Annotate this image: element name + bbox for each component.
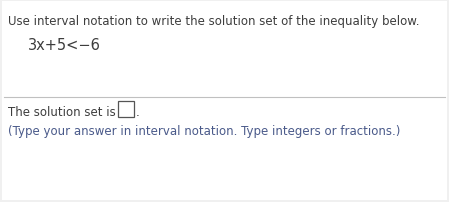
- Text: Use interval notation to write the solution set of the inequality below.: Use interval notation to write the solut…: [8, 15, 419, 28]
- FancyBboxPatch shape: [2, 2, 447, 200]
- Text: The solution set is: The solution set is: [8, 105, 116, 118]
- Text: 3x+5<−6: 3x+5<−6: [28, 38, 101, 53]
- Text: (Type your answer in interval notation. Type integers or fractions.): (Type your answer in interval notation. …: [8, 124, 401, 137]
- Text: .: .: [136, 105, 140, 118]
- Bar: [118, 101, 134, 117]
